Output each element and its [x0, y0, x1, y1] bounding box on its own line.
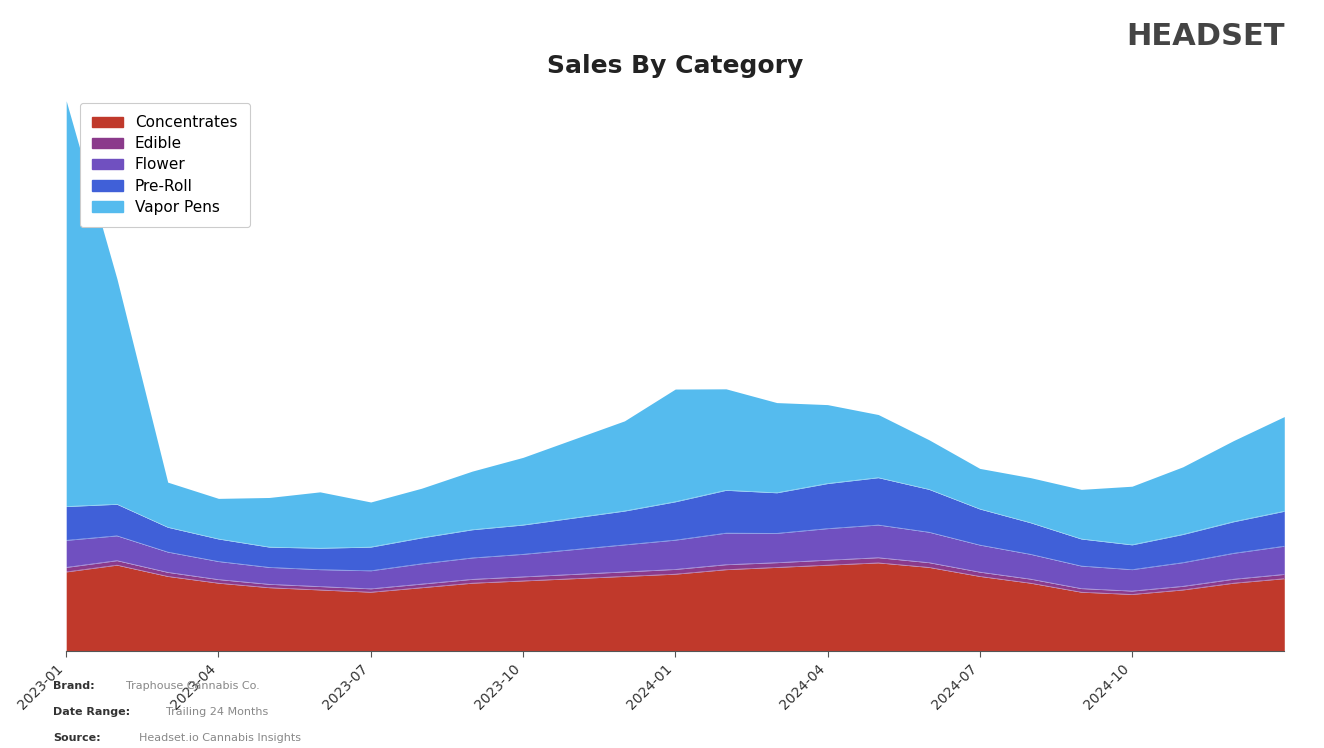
Text: Headset.io Cannabis Insights: Headset.io Cannabis Insights — [139, 733, 301, 743]
Text: Traphouse Cannabis Co.: Traphouse Cannabis Co. — [126, 681, 260, 690]
Text: HEADSET: HEADSET — [1125, 22, 1284, 52]
Text: Trailing 24 Months: Trailing 24 Months — [166, 707, 267, 717]
Title: Sales By Category: Sales By Category — [547, 54, 804, 78]
Legend: Concentrates, Edible, Flower, Pre-Roll, Vapor Pens: Concentrates, Edible, Flower, Pre-Roll, … — [79, 103, 250, 227]
Text: Date Range:: Date Range: — [53, 707, 130, 717]
Text: Brand:: Brand: — [53, 681, 94, 690]
Text: Source:: Source: — [53, 733, 101, 743]
